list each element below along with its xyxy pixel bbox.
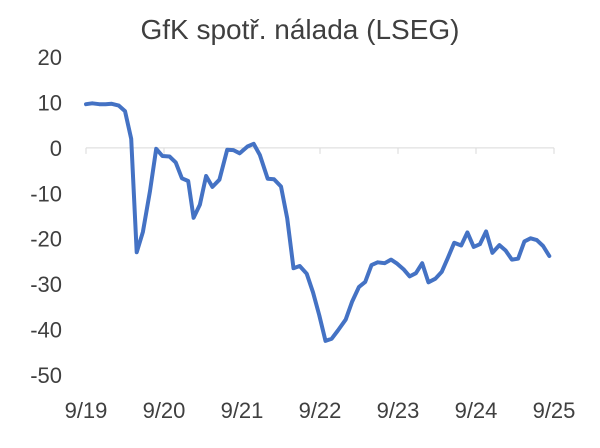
y-tick-label: -50 [30,363,62,388]
y-tick-label: 0 [50,136,62,161]
x-tick-label: 9/23 [377,398,420,423]
y-tick-label: 10 [38,90,62,115]
y-tick-label: -10 [30,181,62,206]
x-tick-label: 9/20 [143,398,186,423]
chart-title: GfK spotř. nálada (LSEG) [140,14,460,45]
y-tick-label: 20 [38,45,62,70]
y-tick-label: -40 [30,318,62,343]
y-tick-label: -30 [30,272,62,297]
x-tick-label: 9/24 [455,398,498,423]
series-line [84,101,552,343]
x-tick-label: 9/25 [533,398,576,423]
x-tick-label: 9/19 [65,398,108,423]
x-tick-label: 9/21 [221,398,264,423]
x-tick-label: 9/22 [299,398,342,423]
y-tick-label: -20 [30,227,62,252]
